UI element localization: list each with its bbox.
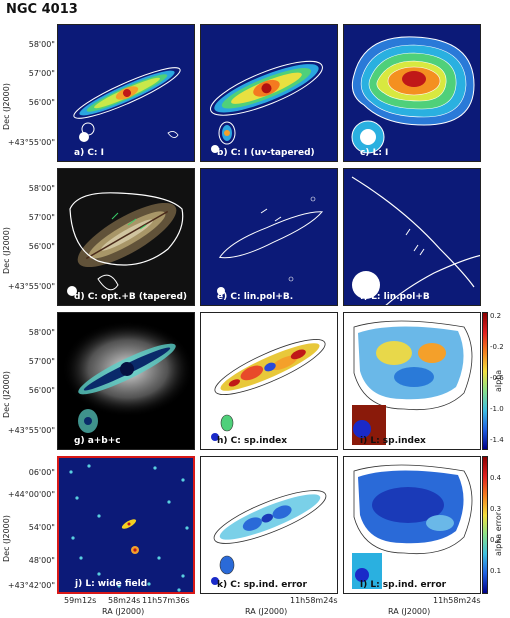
dec-tick-row1-0: 58'00" [28, 39, 55, 49]
wide-field-source [97, 572, 101, 576]
dec-tick-row1-3: +43°55'00" [7, 137, 55, 147]
ra-tick-col3-0: 11h58m24s [433, 596, 481, 605]
dec-tick-row3-0: 58'00" [28, 327, 55, 337]
alpha-error-tick-0: 0.4 [490, 474, 502, 482]
dec-tick-row4-0: 06'00" [28, 467, 55, 477]
dec-tick-row2-3: +43°55'00" [7, 281, 55, 291]
wide-field-source [117, 584, 121, 588]
panel-h: h) C: sp.index [200, 312, 338, 450]
dec-tick-row3-2: 56'00" [28, 385, 55, 395]
wide-field-source [87, 464, 91, 468]
panel-k: k) C: sp.ind. error [200, 456, 338, 594]
dec-tick-row2-2: 56'00" [28, 241, 55, 251]
panel-i: i) L: sp.index [343, 312, 481, 450]
panel-j-label: j) L: wide field [75, 579, 148, 589]
panel-c: c) L: I [343, 24, 481, 162]
panel-l-label: l) L: sp.ind. error [360, 580, 447, 590]
wide-field-source [97, 514, 101, 518]
dec-tick-row4-4: +43°42'00" [7, 580, 55, 590]
ra-axis-label-col1: RA (J2000) [102, 607, 145, 616]
panel-l: l) L: sp.ind. error [343, 456, 481, 594]
dec-tick-row2-1: 57'00" [28, 212, 55, 222]
panel-b: b) C: I (uv-tapered) [200, 24, 338, 162]
panel-g-label: g) a+b+c [74, 436, 121, 446]
wide-field-source [177, 588, 181, 592]
alpha-error-colorbar [482, 456, 488, 594]
dec-tick-row4-2: 54'00" [28, 522, 55, 532]
panel-d-label: d) C: opt.+B (tapered) [74, 292, 188, 302]
alpha-tick-4: -1.4 [490, 436, 504, 444]
wide-field-source [181, 478, 185, 482]
panel-i-label: i) L: sp.index [360, 436, 426, 446]
dec-axis-label-row2: Dec (J2000) [2, 227, 11, 274]
wide-field-source [79, 556, 83, 560]
panel-g: g) a+b+c [57, 312, 195, 450]
wide-field-source [147, 582, 151, 586]
panel-f-label: f) L: lin.pol+B [360, 292, 430, 302]
panel-a-label: a) C: I [74, 148, 105, 158]
ra-axis-label-col3: RA (J2000) [388, 607, 431, 616]
panel-k-label: k) C: sp.ind. error [217, 580, 307, 590]
alpha-colorbar [482, 312, 488, 450]
alpha-tick-0: 0.2 [490, 312, 502, 320]
figure-title: NGC 4013 [6, 2, 78, 17]
dec-tick-row1-1: 57'00" [28, 68, 55, 78]
panel-j: j) L: wide field [57, 456, 195, 594]
ra-tick-col2-0: 11h58m24s [290, 596, 338, 605]
wide-field-source [75, 496, 79, 500]
ra-axis-label-col2: RA (J2000) [245, 607, 288, 616]
ra-tick-col1-0: 59m12s [64, 596, 97, 605]
wide-field-source [167, 500, 171, 504]
wide-field-source [69, 470, 73, 474]
panel-a: a) C: I [57, 24, 195, 162]
alpha-error-colorbar-title: alpha error [494, 511, 503, 556]
panel-e: e) C: lin.pol+B. [200, 168, 338, 306]
alpha-tick-2: -0.6 [490, 374, 504, 382]
dec-tick-row3-3: +43°55'00" [7, 425, 55, 435]
dec-axis-label-row4: Dec (J2000) [2, 515, 11, 562]
panel-e-label: e) C: lin.pol+B. [217, 292, 294, 302]
dec-axis-label-row3: Dec (J2000) [2, 371, 11, 418]
panel-f: f) L: lin.pol+B [343, 168, 481, 306]
dec-tick-row4-3: 48'00" [28, 555, 55, 565]
panel-b-label: b) C: I (uv-tapered) [217, 148, 315, 158]
dec-axis-label-row1: Dec (J2000) [2, 83, 11, 130]
panel-h-label: h) C: sp.index [217, 436, 288, 446]
alpha-tick-3: -1.0 [490, 405, 504, 413]
alpha-error-tick-3: 0.1 [490, 567, 502, 575]
dec-tick-row2-0: 58'00" [28, 183, 55, 193]
alpha-error-tick-1: 0.3 [490, 505, 502, 513]
ra-tick-col1-2: 11h57m36s [142, 596, 190, 605]
dec-tick-row1-2: 56'00" [28, 97, 55, 107]
wide-field-source [181, 574, 185, 578]
wide-field-source [185, 526, 189, 530]
dec-tick-row4-1: +44°00'00" [7, 489, 55, 499]
wide-field-source [157, 556, 161, 560]
panel-d: d) C: opt.+B (tapered) [57, 168, 195, 306]
alpha-error-tick-2: 0.2 [490, 536, 502, 544]
panel-c-label: c) L: I [360, 148, 389, 158]
wide-field-source [71, 536, 75, 540]
dec-tick-row3-1: 57'00" [28, 356, 55, 366]
wide-field-source [153, 466, 157, 470]
ra-tick-col1-1: 58m24s [108, 596, 141, 605]
alpha-tick-1: -0.2 [490, 343, 504, 351]
